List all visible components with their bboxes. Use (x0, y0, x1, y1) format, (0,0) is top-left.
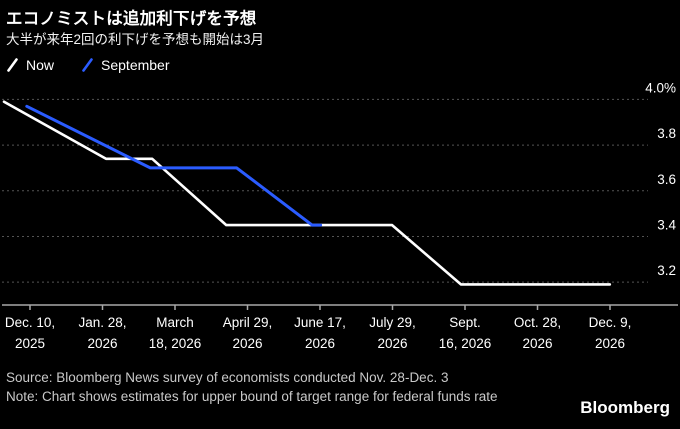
y-axis-label: 3.6 (657, 172, 676, 187)
y-axis-label: 3.8 (657, 126, 676, 141)
legend-label-now: Now (26, 57, 55, 73)
x-axis-label: June 17, 2026 (294, 315, 346, 351)
x-axis-label: July 29, 2026 (369, 315, 416, 351)
legend-item-now: Now (7, 57, 54, 73)
legend-label-september: September (101, 57, 170, 73)
chart-footer: Source: Bloomberg News survey of economi… (6, 369, 498, 406)
series-line-september (25, 104, 323, 227)
page-subtitle: 大半が来年2回の利下げを予想も開始は3月 (6, 32, 265, 47)
y-axis-label: 3.4 (657, 217, 676, 232)
x-axis-label: April 29, 2026 (223, 315, 273, 351)
page-title: エコノミストは追加利下げを予想 (6, 10, 257, 28)
chart-legend: Now September (7, 57, 170, 73)
x-axis-label: March 18, 2026 (149, 315, 202, 351)
y-axis-label: 4.0% (645, 80, 676, 95)
source-text: Source: Bloomberg News survey of economi… (6, 370, 449, 385)
bloomberg-logo: Bloomberg (580, 398, 670, 417)
x-axis-label: Sept. 16, 2026 (439, 315, 492, 351)
legend-item-september: September (82, 57, 170, 73)
y-axis-label: 3.2 (657, 263, 676, 278)
line-swatch-september-icon (82, 58, 93, 72)
series-line-now (2, 100, 612, 286)
x-axis-label: Dec. 10, 2025 (5, 315, 55, 351)
note-text: Note: Chart shows estimates for upper bo… (6, 388, 498, 404)
x-axis-label: Oct. 28, 2026 (514, 315, 561, 351)
line-swatch-now-icon (7, 58, 18, 72)
x-axis-label: Jan. 28, 2026 (78, 315, 126, 351)
x-axis-label: Dec. 9, 2026 (589, 315, 632, 351)
